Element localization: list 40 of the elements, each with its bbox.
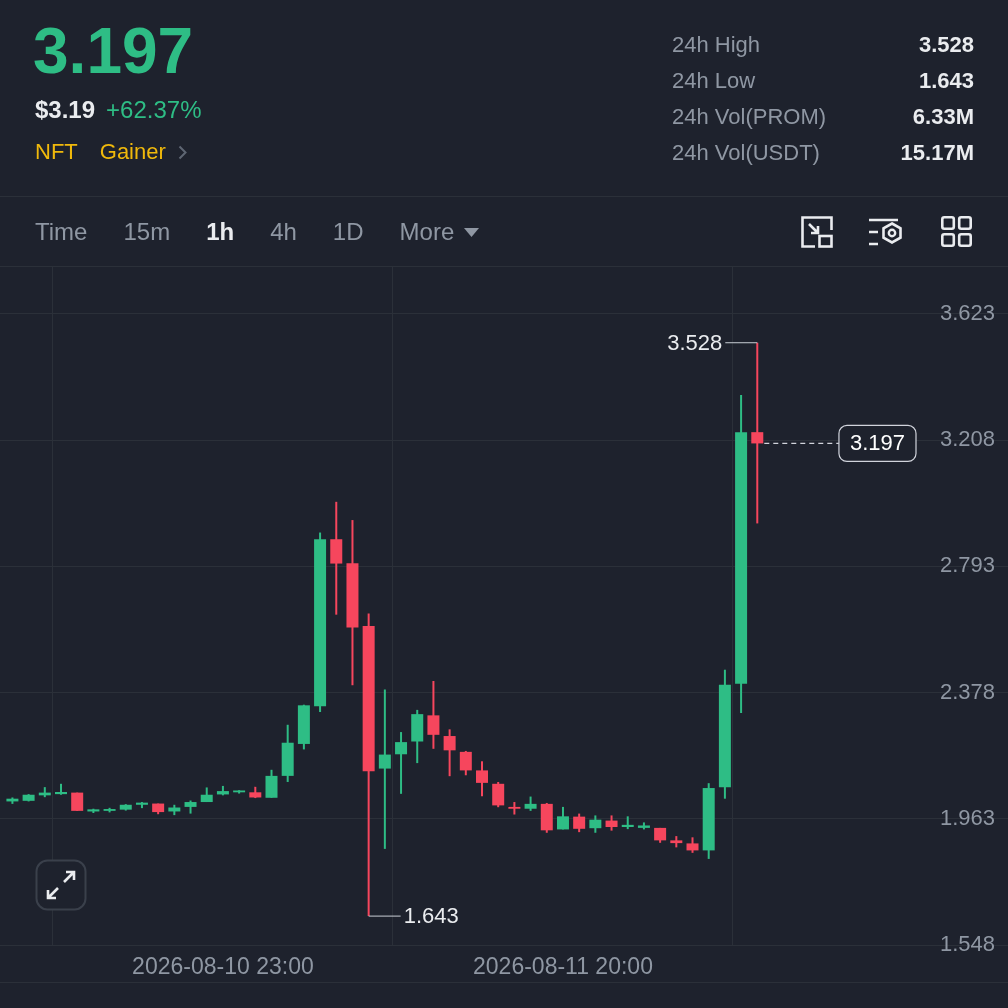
- text: 1D: [332, 218, 364, 246]
- text: Time: [35, 218, 88, 246]
- text: NFT: [35, 139, 78, 165]
- candlestick: [751, 341, 764, 525]
- chart-title: 3.197: [33, 15, 194, 87]
- candlestick: [378, 688, 391, 850]
- x-tick-label: 2026-08-11 20:00: [473, 953, 653, 980]
- text: 24h Vol(PROM): [672, 103, 827, 131]
- candlestick: [427, 679, 440, 750]
- text: 24h Vol(USDT): [672, 139, 820, 167]
- y-tick-label: 2.378: [939, 678, 995, 704]
- text: 3.528: [918, 31, 974, 59]
- candlestick: [492, 780, 505, 809]
- text: More: [399, 218, 456, 246]
- ref-line-label: 3.197: [849, 430, 905, 456]
- text: 24h High: [672, 31, 761, 59]
- text: +62.37%: [106, 96, 202, 123]
- y-tick-label: 2.793: [939, 552, 995, 578]
- y-tick-label: 3.623: [939, 299, 995, 325]
- candlestick: [476, 760, 489, 798]
- text: 15.17M: [900, 139, 974, 167]
- y-tick-label: 1.548: [939, 931, 995, 957]
- text: 1.643: [918, 67, 974, 95]
- x-tick-label: 2026-08-10 23:00: [132, 953, 314, 980]
- candlestick: [573, 812, 586, 834]
- text: 15m: [123, 218, 171, 246]
- candlestick: [459, 749, 472, 777]
- annotation: 1.643: [403, 903, 459, 929]
- candlestick: [265, 768, 278, 799]
- y-tick-label: 1.963: [939, 804, 995, 830]
- chart-subtitle: $3.19: [35, 96, 96, 123]
- text: 6.33M: [912, 103, 974, 131]
- text: 4h: [270, 218, 297, 246]
- y-tick-label: 3.208: [939, 426, 995, 452]
- candlestick: [443, 728, 456, 778]
- annotation: 3.528: [667, 329, 723, 355]
- candlestick: [395, 731, 408, 795]
- text: Gainer: [99, 139, 166, 165]
- text: 1h: [206, 218, 235, 246]
- text: 24h Low: [672, 67, 756, 95]
